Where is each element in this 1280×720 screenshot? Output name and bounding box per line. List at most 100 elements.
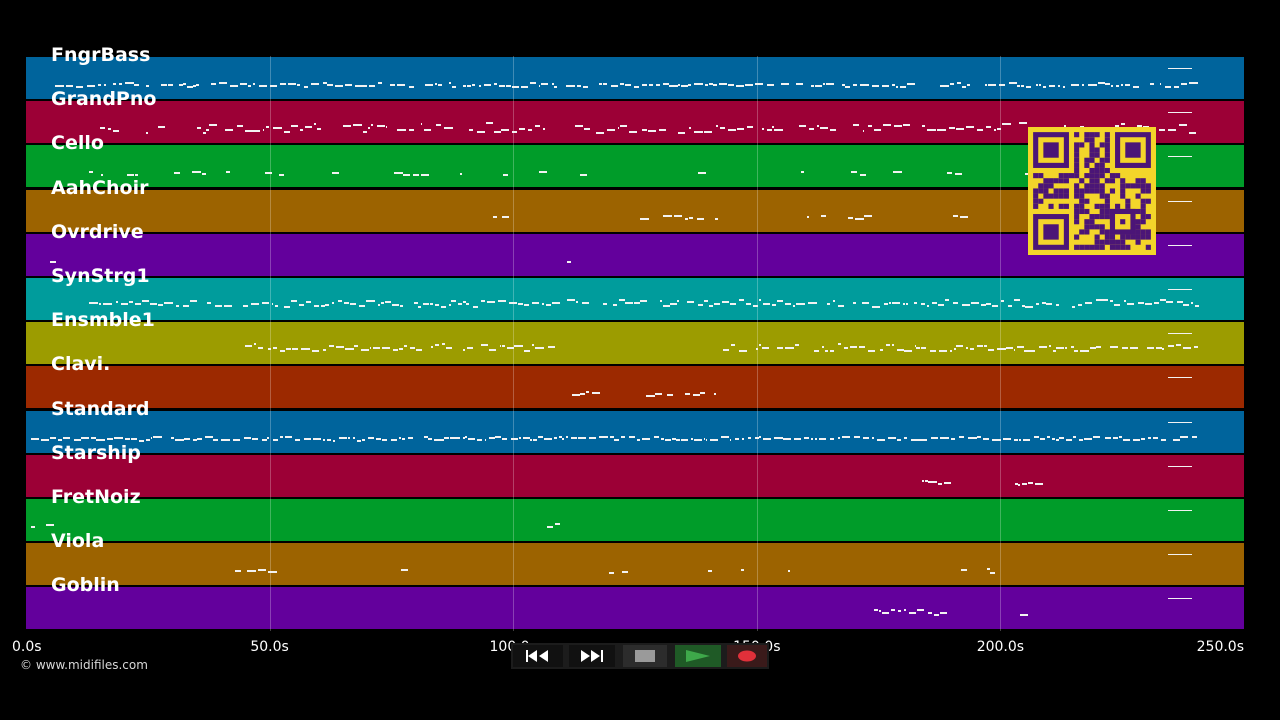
- midi-note: [669, 85, 678, 88]
- midi-note: [795, 83, 803, 86]
- midi-note: [1022, 483, 1027, 486]
- midi-note: [1110, 85, 1113, 88]
- midi-note: [582, 85, 588, 88]
- rewind-icon: [526, 650, 548, 662]
- midi-note: [588, 437, 596, 440]
- midi-note: [541, 303, 545, 306]
- midi-note: [354, 85, 358, 88]
- midi-note: [1102, 299, 1109, 302]
- time-tick-label: 250.0s: [1196, 639, 1244, 655]
- midi-note: [403, 173, 410, 176]
- midi-note: [713, 84, 717, 87]
- midi-note: [694, 131, 704, 134]
- midi-note: [815, 84, 823, 87]
- midi-note: [1013, 299, 1021, 302]
- midi-note: [1028, 482, 1033, 485]
- midi-note: [1133, 439, 1141, 442]
- midi-note: [511, 85, 519, 88]
- midi-note: [921, 347, 927, 350]
- midi-note: [323, 349, 326, 352]
- midi-note: [1180, 435, 1189, 438]
- midi-note: [841, 436, 851, 439]
- midi-note: [944, 299, 950, 302]
- midi-note: [581, 302, 589, 305]
- midi-note: [197, 126, 201, 129]
- midi-note: [1008, 82, 1017, 85]
- midi-note: [704, 130, 713, 133]
- midi-note: [183, 83, 186, 86]
- midi-note: [158, 304, 163, 307]
- midi-note: [895, 85, 899, 88]
- midi-note: [688, 126, 692, 129]
- midi-note: [880, 349, 884, 352]
- stop-button[interactable]: [623, 645, 667, 667]
- midi-note: [349, 302, 356, 305]
- play-button[interactable]: [675, 645, 721, 667]
- midi-note: [685, 217, 688, 220]
- midi-note: [1145, 302, 1152, 305]
- midi-note: [837, 343, 842, 346]
- midi-note: [996, 347, 1006, 350]
- track-lane: [26, 454, 1244, 497]
- midi-note: [399, 172, 404, 175]
- midi-note: [798, 125, 806, 128]
- midi-note: [1116, 85, 1119, 88]
- midi-note: [787, 569, 790, 572]
- midi-note: [566, 436, 568, 439]
- time-tick-label: 50.0s: [250, 639, 289, 655]
- midi-note: [457, 302, 463, 305]
- midi-note: [579, 392, 586, 395]
- midi-note: [620, 124, 628, 127]
- midi-note: [1002, 437, 1011, 440]
- midi-note: [678, 84, 680, 87]
- midi-note: [754, 437, 759, 440]
- midi-note: [1179, 124, 1188, 127]
- midi-note: [270, 84, 277, 87]
- midi-note: [362, 438, 365, 441]
- midi-note: [862, 301, 869, 304]
- midi-note: [559, 435, 562, 438]
- midi-note: [807, 301, 817, 304]
- record-button[interactable]: [727, 645, 767, 667]
- midi-note: [860, 84, 870, 86]
- midi-note: [471, 84, 476, 87]
- midi-note: [279, 350, 285, 353]
- play-icon: [686, 650, 710, 662]
- midi-note: [697, 304, 704, 307]
- midi-note: [392, 304, 400, 307]
- rewind-button[interactable]: [513, 645, 563, 667]
- midi-note: [114, 437, 123, 440]
- midi-note: [63, 437, 71, 440]
- midi-note: [296, 84, 301, 87]
- midi-note: [810, 437, 814, 440]
- midi-note: [524, 350, 530, 353]
- midi-note: [956, 344, 963, 347]
- midi-note: [954, 348, 957, 351]
- midi-note: [91, 436, 96, 439]
- midi-note: [332, 172, 340, 175]
- midi-note: [622, 571, 628, 574]
- midi-note: [163, 302, 173, 305]
- midi-note: [892, 170, 902, 173]
- fast-forward-button[interactable]: [569, 645, 615, 667]
- midi-note: [960, 216, 969, 219]
- midi-note: [535, 125, 541, 128]
- midi-note: [823, 82, 826, 85]
- midi-note: [409, 85, 414, 88]
- midi-note: [771, 304, 776, 307]
- midi-note: [397, 128, 407, 131]
- midi-note: [842, 83, 845, 86]
- midi-note: [1036, 83, 1039, 86]
- midi-note: [218, 82, 228, 85]
- midi-note: [322, 82, 327, 85]
- midi-note: [284, 436, 293, 439]
- midi-note: [920, 439, 928, 442]
- midi-note: [871, 436, 874, 439]
- midi-note: [191, 171, 201, 174]
- midi-note: [687, 83, 691, 86]
- track-label: Goblin: [51, 574, 120, 597]
- midi-note: [74, 439, 81, 442]
- midi-note: [98, 83, 102, 86]
- midi-note: [499, 344, 502, 347]
- midi-note: [247, 84, 251, 87]
